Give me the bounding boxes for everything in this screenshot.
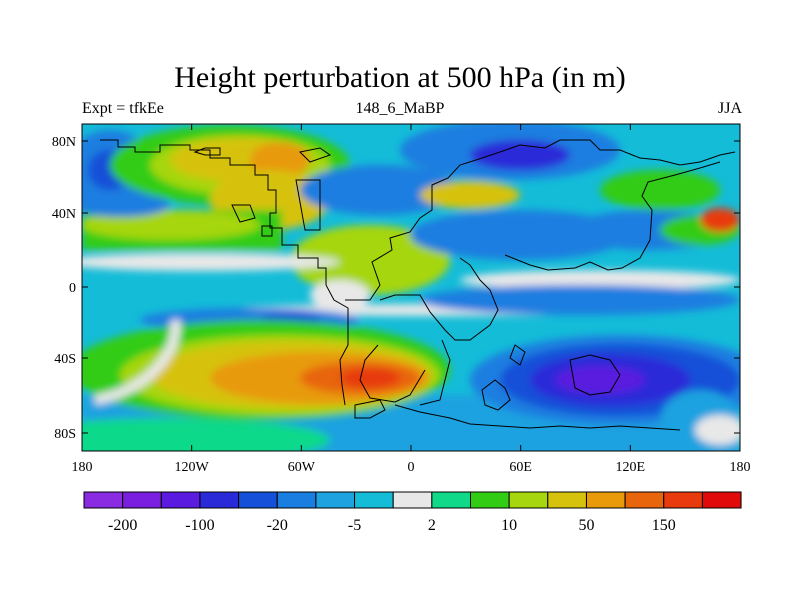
lat-tick-label: 80S: [54, 427, 76, 442]
coastline: [359, 344, 426, 403]
lat-tick-label: 0: [69, 281, 76, 296]
coastline: [295, 179, 321, 231]
colorbar-box: [547, 491, 587, 509]
colorbar-box: [470, 491, 510, 509]
colorbar-box: [276, 491, 317, 509]
lat-tick-label: 40N: [52, 207, 76, 222]
lon-tick-label: 60E: [509, 460, 532, 475]
colorbar-label: -20: [267, 517, 288, 534]
colorbar: -200 -100 -20 -5 2 10 50 150: [83, 491, 742, 534]
colorbar-box: [199, 491, 240, 509]
lon-tick-label: 0: [408, 460, 415, 475]
colorbar-label: -100: [185, 517, 214, 534]
colorbar-box: [701, 491, 742, 509]
coastline: [345, 139, 736, 301]
coastline: [231, 204, 256, 223]
coastline: [325, 284, 349, 406]
coastlines: [100, 139, 736, 431]
lon-tick-label: 120W: [175, 460, 210, 475]
coastline: [298, 147, 332, 163]
coastline: [261, 225, 273, 237]
case-label: 148_6_MaBP: [355, 100, 445, 117]
coastline: [354, 399, 386, 419]
experiment-label: Expt = tfkEe: [82, 100, 164, 117]
colorbar-box: [508, 491, 549, 509]
coastline: [481, 379, 511, 411]
height-field: [82, 124, 740, 451]
lon-tick-label: 120E: [616, 460, 646, 475]
colorbar-label: 10: [501, 517, 517, 534]
colorbar-label: -5: [348, 517, 361, 534]
coastline: [569, 354, 621, 396]
colorbar-box: [122, 491, 162, 509]
coastline: [394, 404, 681, 431]
colorbar-box: [315, 491, 356, 509]
colorbar-box: [585, 491, 626, 509]
lon-tick-label: 180: [72, 460, 93, 475]
colorbar-box: [663, 491, 703, 509]
coastline: [509, 344, 526, 366]
colorbar-box: [160, 491, 201, 509]
colorbar-box: [238, 491, 278, 509]
colorbar-box: [392, 491, 433, 509]
season-label: JJA: [717, 100, 742, 117]
lat-tick-label: 40S: [54, 352, 76, 367]
coastline: [504, 161, 721, 271]
colorbar-label: 150: [652, 517, 676, 534]
colorbar-box: [624, 491, 665, 509]
coastline: [193, 147, 221, 156]
colorbar-label: 2: [428, 517, 436, 534]
coastline: [100, 139, 327, 285]
map-axes: 80N 40N 0 40S 80S 180 120W 60W 0 60E 120E 180: [52, 124, 751, 475]
colorbar-label: -200: [108, 517, 137, 534]
lon-tick-label: 60W: [288, 460, 316, 475]
colorbar-label: 50: [578, 517, 594, 534]
colorbar-box: [83, 491, 124, 509]
plot-title: Height perturbation at 500 hPa (in m): [174, 61, 626, 94]
coastline: [419, 339, 451, 406]
lat-tick-label: 80N: [52, 135, 76, 150]
coastline: [379, 257, 499, 341]
colorbar-box: [431, 491, 472, 509]
lon-tick-label: 180: [730, 460, 751, 475]
colorbar-box: [354, 491, 394, 509]
